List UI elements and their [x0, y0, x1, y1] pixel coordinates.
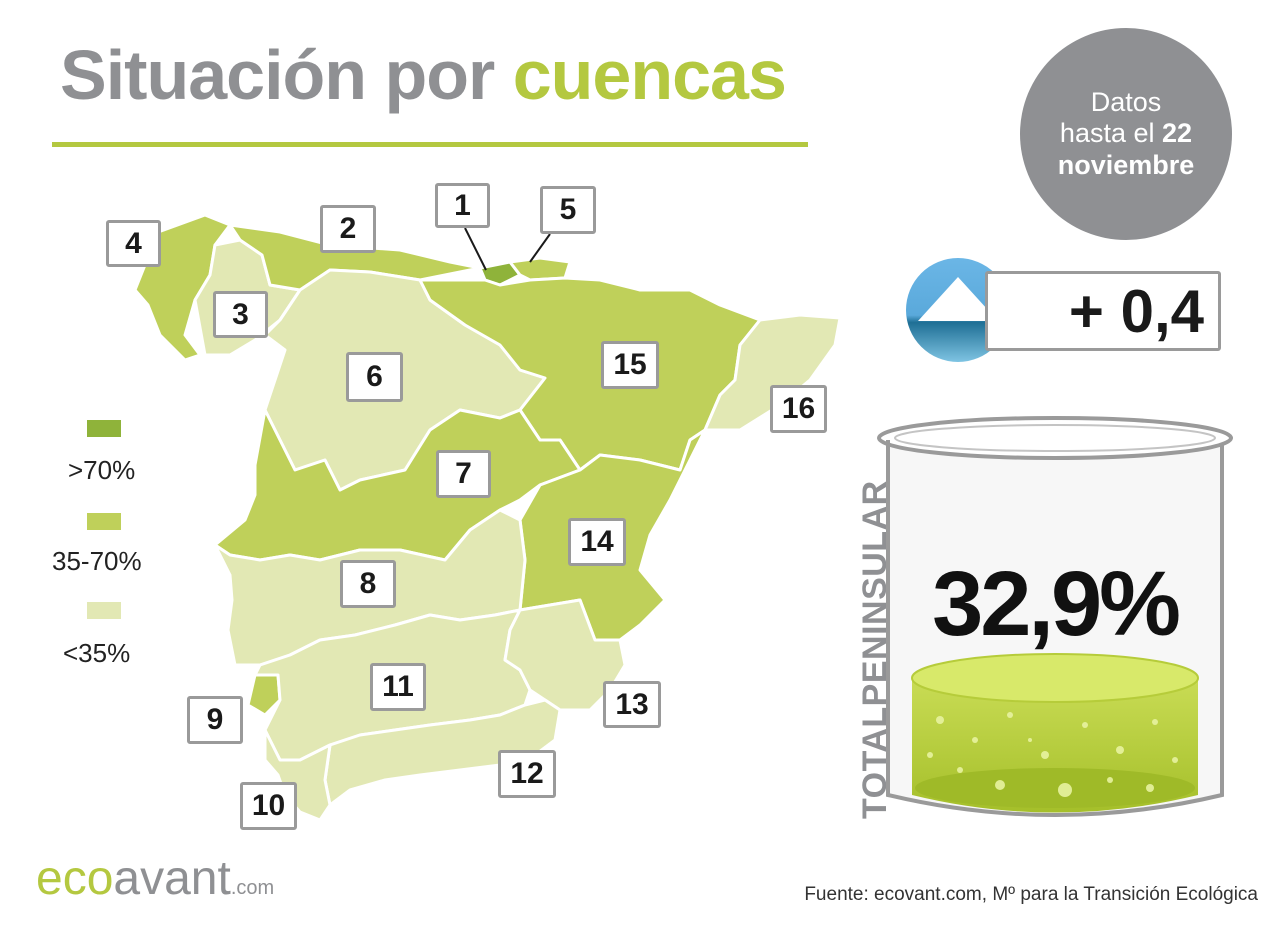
- date-month: noviembre: [1057, 149, 1195, 180]
- legend-swatch-mid: [87, 513, 121, 530]
- basin-13-region: [503, 598, 627, 712]
- date-line3: noviembre: [1020, 150, 1232, 181]
- legend-label-high: >70%: [68, 455, 136, 485]
- spain-basins-map: [133, 213, 842, 822]
- basin-badge-13: 13: [603, 681, 661, 728]
- date-badge: Datos hasta el 22 noviembre: [1020, 28, 1232, 240]
- basin-badge-16: 16: [770, 385, 827, 433]
- change-value: + 0,4: [1068, 277, 1204, 345]
- title-divider: [52, 142, 808, 147]
- total-percentage: 32,9%: [932, 553, 1181, 655]
- basin-badge-7: 7: [436, 450, 491, 498]
- basin-badge-9: 9: [187, 696, 243, 744]
- basin-12-region: [323, 698, 562, 807]
- basin-1-region: [478, 260, 522, 287]
- basin-badge-1: 1: [435, 183, 490, 228]
- title-part2: cuencas: [512, 36, 787, 114]
- basin-badge-12: 12: [498, 750, 556, 798]
- change-value-box: + 0,4: [985, 271, 1221, 351]
- basin-16-region: [703, 313, 842, 432]
- basin-badge-8: 8: [340, 560, 396, 608]
- basin-badge-4: 4: [106, 220, 161, 267]
- basin-badge-3: 3: [213, 291, 268, 338]
- date-line1: Datos: [1090, 87, 1162, 118]
- logo-avant: avant: [113, 852, 231, 905]
- legend-swatch-low: [87, 602, 121, 619]
- legend-swatch-high: [87, 420, 121, 437]
- date-line2-text: hasta el: [1059, 118, 1155, 149]
- logo-eco: eco: [36, 852, 114, 905]
- basin-badge-10: 10: [240, 782, 297, 830]
- basin-1-leader: [464, 227, 487, 271]
- up-arrow-icon: [906, 258, 1010, 362]
- basin-badge-11: 11: [370, 663, 426, 711]
- basin-badge-15: 15: [601, 341, 659, 389]
- legend-label-low: <35%: [63, 638, 131, 668]
- reservoir-jar-icon: [877, 416, 1233, 817]
- basin-badge-14: 14: [568, 518, 626, 566]
- basin-badge-2: 2: [320, 205, 376, 253]
- ecoavant-logo[interactable]: ecoavant.com: [36, 855, 274, 903]
- title-part1: Situación por: [60, 36, 495, 114]
- logo-com: .com: [230, 877, 275, 899]
- date-day: 22: [1162, 118, 1193, 149]
- basin-badge-5: 5: [540, 186, 596, 234]
- basin-5-leader: [529, 233, 551, 263]
- basin-10-region: [263, 728, 332, 822]
- date-line2: hasta el 22: [1020, 118, 1232, 149]
- source-note: Fuente: ecovant.com, Mº para la Transici…: [804, 884, 1258, 905]
- page-title: Situación por cuencas: [60, 40, 787, 110]
- legend-label-mid: 35-70%: [52, 546, 142, 576]
- basin-badge-6: 6: [346, 352, 403, 402]
